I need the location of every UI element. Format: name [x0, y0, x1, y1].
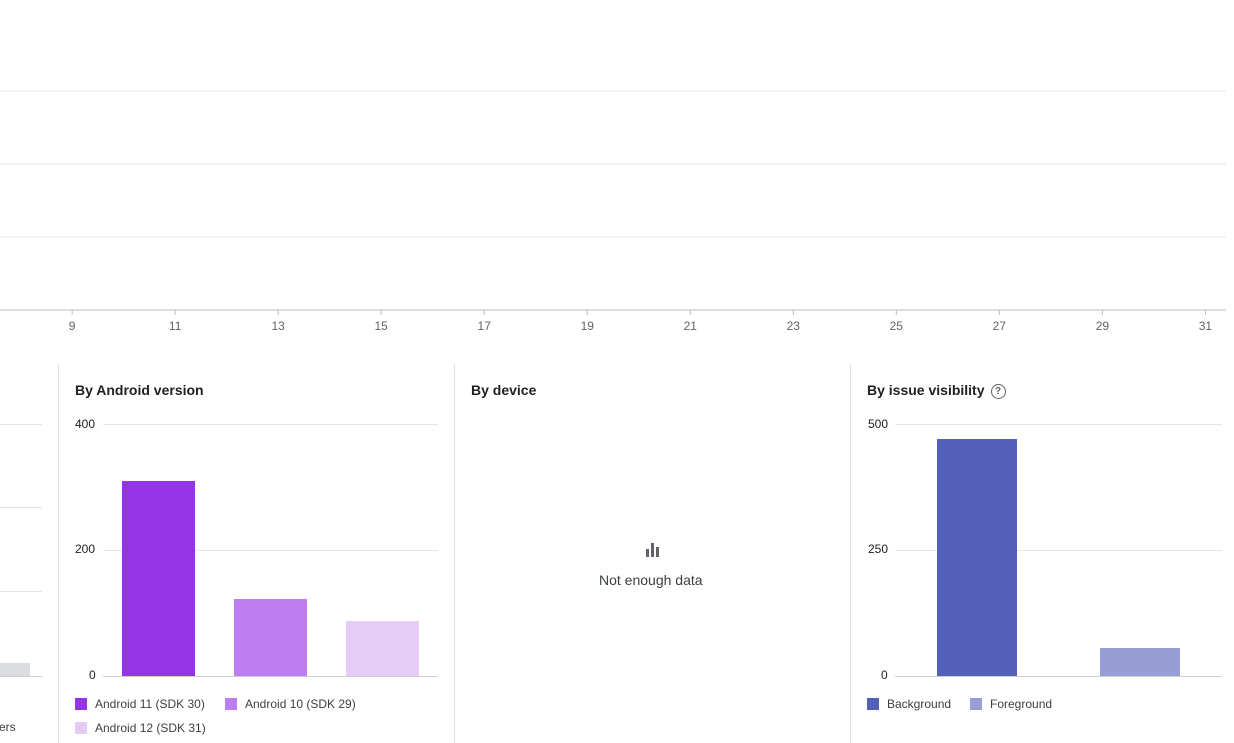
legend-fragment: ers: [0, 720, 16, 734]
x-tick-label: 25: [890, 319, 904, 333]
gridline: [0, 424, 42, 425]
timeline-chart: 9 11 13 15 17 19 21 23 25 27 29 31: [0, 90, 1226, 333]
bar[interactable]: [1100, 648, 1181, 676]
bar[interactable]: [122, 480, 196, 676]
x-tick-label: 27: [993, 319, 1007, 333]
legend-item[interactable]: Android 11 (SDK 30): [75, 697, 205, 711]
card-divider: [58, 364, 59, 743]
legend-item[interactable]: Android 10 (SDK 29): [225, 697, 356, 711]
x-tick-label: 11: [169, 319, 182, 333]
x-tick-label: 13: [271, 319, 285, 333]
bar[interactable]: [936, 439, 1017, 676]
help-circle-icon[interactable]: ?: [990, 383, 1006, 399]
card-title: By Android version: [75, 382, 204, 398]
legend-label: Android 12 (SDK 31): [95, 721, 206, 735]
legend-item[interactable]: Android 12 (SDK 31): [75, 721, 206, 735]
x-tick-label: 17: [478, 319, 492, 333]
gridline: [895, 424, 1222, 425]
bar-chart-icon: [646, 543, 659, 557]
gridline: [0, 676, 42, 677]
legend-fragment-label: ers: [0, 720, 16, 734]
y-tick-label: 0: [881, 668, 888, 682]
legend-label: Android 10 (SDK 29): [245, 697, 356, 711]
empty-state-text: Not enough data: [599, 572, 703, 588]
legend-label: Background: [887, 697, 952, 711]
x-tick-label: 29: [1096, 319, 1110, 333]
y-tick-label: 0: [89, 668, 96, 682]
legend-item[interactable]: Foreground: [970, 697, 1052, 711]
bar-partial: [0, 663, 30, 676]
legend-item[interactable]: Background: [867, 697, 951, 711]
legend-swatch: [75, 722, 87, 734]
legend-swatch: [225, 698, 237, 710]
x-tick-label: 21: [684, 319, 698, 333]
legend-swatch: [75, 698, 87, 710]
x-axis-baseline: [895, 676, 1222, 677]
x-tick-label: 23: [787, 319, 801, 333]
gridline: [0, 591, 42, 592]
legend-label: Android 11 (SDK 30): [95, 697, 205, 711]
legend-swatch: [970, 698, 982, 710]
bar[interactable]: [234, 599, 307, 676]
legend-swatch: [867, 698, 879, 710]
y-tick-label: 500: [868, 417, 889, 431]
x-tick-label: 9: [69, 319, 76, 333]
y-tick-label: 400: [75, 417, 96, 431]
x-axis-baseline: [103, 676, 438, 677]
y-tick-label: 250: [868, 542, 889, 556]
card-title: By issue visibility?: [867, 382, 1006, 399]
y-tick-label: 200: [75, 542, 96, 556]
gridline: [103, 424, 438, 425]
card-divider: [850, 364, 851, 743]
gridline: [103, 550, 438, 551]
x-tick-label: 31: [1199, 319, 1213, 333]
legend-label: Foreground: [990, 697, 1053, 711]
card-title: By device: [471, 382, 537, 398]
card-divider: [454, 364, 455, 743]
card-title-text: By issue visibility: [867, 382, 985, 398]
x-tick-label: 19: [581, 319, 595, 333]
gridline: [895, 550, 1222, 551]
x-tick-label: 15: [375, 319, 389, 333]
bar[interactable]: [345, 621, 419, 676]
gridline: [0, 507, 42, 508]
